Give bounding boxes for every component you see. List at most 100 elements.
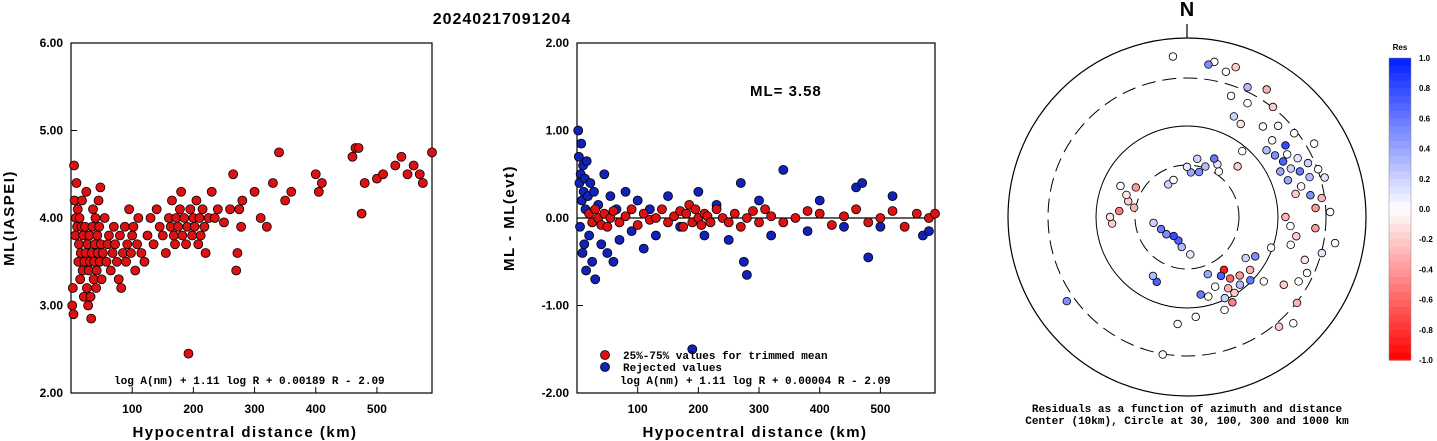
colorbar-segment — [1389, 261, 1411, 270]
data-point — [678, 221, 689, 232]
colorbar-segment — [1389, 156, 1411, 165]
colorbar-tick-label: -0.4 — [1419, 265, 1433, 274]
data-point — [200, 248, 211, 258]
colorbar-segment — [1389, 103, 1411, 112]
data-point — [72, 204, 83, 215]
x-tick-label: 500 — [367, 402, 387, 416]
data-point — [92, 230, 103, 241]
data-point — [581, 265, 592, 276]
station-point — [1286, 164, 1296, 173]
data-point — [735, 178, 746, 188]
data-point — [75, 274, 86, 285]
data-point — [585, 178, 596, 188]
station-point — [1204, 60, 1213, 69]
data-point — [347, 151, 358, 162]
data-point — [95, 182, 106, 193]
data-point — [179, 213, 190, 223]
station-point — [1286, 240, 1295, 249]
station-point — [1278, 157, 1288, 166]
colorbar-segment — [1389, 292, 1411, 301]
data-point — [128, 221, 139, 232]
station-point — [1245, 265, 1255, 275]
station-point — [1268, 102, 1278, 112]
data-point — [576, 138, 587, 149]
data-point — [626, 226, 637, 237]
data-point — [596, 239, 607, 250]
data-point — [602, 248, 613, 258]
station-point — [1168, 52, 1178, 61]
data-point — [116, 283, 127, 293]
station-point — [1296, 182, 1306, 191]
station-point — [1173, 319, 1182, 329]
y-tick-label: -1.00 — [542, 299, 570, 313]
data-point — [255, 213, 266, 223]
data-point — [587, 256, 598, 267]
data-point — [197, 204, 208, 215]
data-point — [899, 221, 910, 232]
station-point — [1169, 231, 1178, 241]
x-tick-labels: 100 200 300 400 500 — [628, 387, 891, 416]
data-point — [67, 283, 78, 293]
colorbar-segment — [1389, 322, 1411, 331]
data-point — [97, 248, 108, 258]
station-point — [1243, 83, 1252, 92]
colorbar-segment — [1389, 329, 1411, 338]
data-point — [650, 213, 661, 223]
data-point — [390, 160, 401, 171]
data-point — [225, 204, 235, 215]
y-tick-label: 6.00 — [40, 36, 64, 50]
data-point — [741, 269, 752, 280]
station-point — [1156, 224, 1166, 234]
data-point — [584, 230, 595, 241]
station-point — [1251, 252, 1260, 261]
data-point — [67, 300, 78, 311]
data-point — [268, 178, 278, 188]
data-point — [154, 221, 165, 232]
data-point — [626, 204, 637, 215]
y-tick-label: 0.00 — [546, 211, 570, 225]
data-point — [693, 186, 704, 197]
data-point — [234, 204, 245, 215]
colorbar-title: Res — [1393, 43, 1408, 52]
data-point — [195, 230, 206, 241]
station-point — [1162, 230, 1171, 239]
data-point — [105, 265, 116, 276]
data-point — [176, 186, 187, 197]
station-point — [1196, 290, 1205, 299]
station-point — [1221, 67, 1231, 76]
data-point — [91, 283, 101, 293]
station-point — [1300, 255, 1309, 265]
station-point — [1210, 282, 1220, 291]
data-point — [575, 221, 585, 232]
data-point — [589, 186, 599, 197]
station-point — [1129, 203, 1139, 212]
data-point — [111, 256, 122, 267]
data-point — [88, 204, 98, 215]
data-point — [85, 291, 96, 302]
station-point — [1152, 277, 1161, 287]
colorbar-segment — [1389, 307, 1411, 316]
data-point — [77, 195, 87, 206]
data-point — [148, 239, 159, 250]
data-point — [663, 191, 673, 202]
data-point — [711, 204, 722, 215]
colorbar-frame — [1388, 57, 1412, 361]
colorbar-segment — [1389, 133, 1411, 142]
data-point — [408, 160, 419, 171]
data-point — [602, 221, 613, 232]
data-point — [96, 274, 107, 285]
colorbar-segment — [1389, 284, 1411, 293]
data-point — [199, 221, 210, 232]
data-point — [127, 230, 138, 241]
station-point — [1286, 221, 1295, 231]
colorbar-tick-label: 0.8 — [1419, 84, 1431, 93]
station-point — [1194, 167, 1204, 177]
data-point — [177, 230, 188, 241]
station-point — [1302, 268, 1312, 278]
plot-frame — [70, 42, 433, 394]
x-tick-label: 400 — [810, 402, 830, 416]
data-point — [863, 217, 874, 228]
station-point — [1149, 218, 1158, 228]
data-point — [608, 206, 619, 216]
colorbar-segment — [1389, 186, 1411, 195]
